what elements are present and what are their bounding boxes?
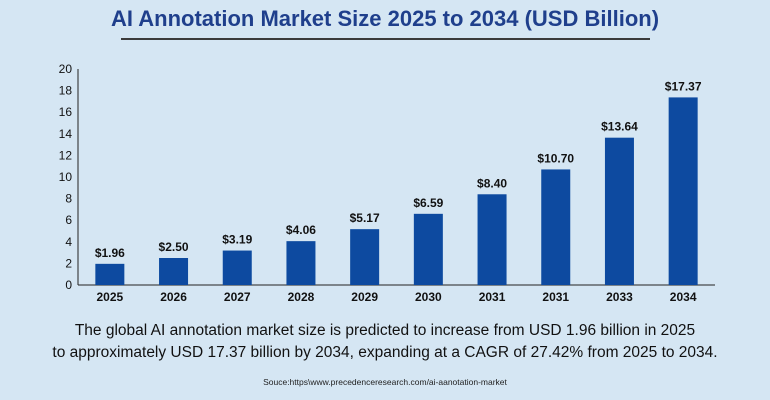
bar-value-label: $5.17 xyxy=(350,211,380,225)
chart-x-tick-labels: 2025 2026 2027 2028 2029 2030 2031 2031 2033 2034 xyxy=(96,290,696,304)
caption-line-1: The global AI annotation market size is … xyxy=(74,322,696,339)
bar-value-label: $10.70 xyxy=(537,151,574,165)
x-tick-label: 2033 xyxy=(606,290,633,304)
x-tick-label: 2026 xyxy=(160,290,187,304)
bar xyxy=(95,263,125,285)
y-tick-label: 16 xyxy=(59,105,73,119)
bar xyxy=(604,137,634,285)
y-tick-label: 4 xyxy=(65,235,72,249)
caption: The global AI annotation market size is … xyxy=(0,320,770,364)
y-tick-label: 2 xyxy=(65,256,72,270)
y-tick-label: 18 xyxy=(59,84,73,98)
y-tick-label: 6 xyxy=(65,213,72,227)
x-tick-label: 2025 xyxy=(96,290,123,304)
bar xyxy=(413,213,443,285)
y-tick-label: 14 xyxy=(59,127,73,141)
title-underline xyxy=(121,38,650,40)
bar-value-label: $6.59 xyxy=(413,196,443,210)
bar xyxy=(541,169,571,285)
y-tick-label: 8 xyxy=(65,192,72,206)
x-tick-label: 2031 xyxy=(479,290,506,304)
bar-value-label: $3.19 xyxy=(222,233,252,247)
source-note: Souce:https\www.precedenceresearch.com/a… xyxy=(263,377,507,387)
bar-value-label: $2.50 xyxy=(159,240,189,254)
y-tick-label: 0 xyxy=(65,278,72,292)
x-tick-label: 2030 xyxy=(415,290,442,304)
bar-value-label: $8.40 xyxy=(477,176,507,190)
bar xyxy=(668,97,698,286)
caption-line-2: to approximately USD 17.37 billion by 20… xyxy=(52,344,718,361)
bar xyxy=(222,250,252,285)
y-tick-label: 10 xyxy=(59,170,73,184)
bar-value-label: $17.37 xyxy=(665,79,702,93)
y-tick-label: 20 xyxy=(59,62,73,76)
x-tick-label: 2034 xyxy=(670,290,697,304)
y-tick-label: 12 xyxy=(59,148,73,162)
chart-title: AI Annotation Market Size 2025 to 2034 (… xyxy=(110,6,660,31)
chart-bars xyxy=(95,97,698,286)
x-tick-label: 2031 xyxy=(542,290,569,304)
bar xyxy=(159,258,189,285)
bar-value-label: $1.96 xyxy=(95,246,125,260)
x-tick-label: 2028 xyxy=(288,290,315,304)
bar-chart: $1.96 $2.50 $3.19 $4.06 $5.17 $6.59 $8.40 $10.7… xyxy=(59,62,715,304)
bar xyxy=(350,229,380,285)
bar xyxy=(286,241,316,285)
x-tick-label: 2029 xyxy=(351,290,378,304)
x-tick-label: 2027 xyxy=(224,290,251,304)
bar-value-label: $13.64 xyxy=(601,120,638,134)
chart-data-labels: $1.96 $2.50 $3.19 $4.06 $5.17 $6.59 $8.40 $10.7… xyxy=(95,79,702,259)
bar-value-label: $4.06 xyxy=(286,223,316,237)
chart-y-tick-labels: 0 2 4 6 8 10 12 14 16 18 20 xyxy=(59,62,73,292)
bar xyxy=(477,194,507,285)
